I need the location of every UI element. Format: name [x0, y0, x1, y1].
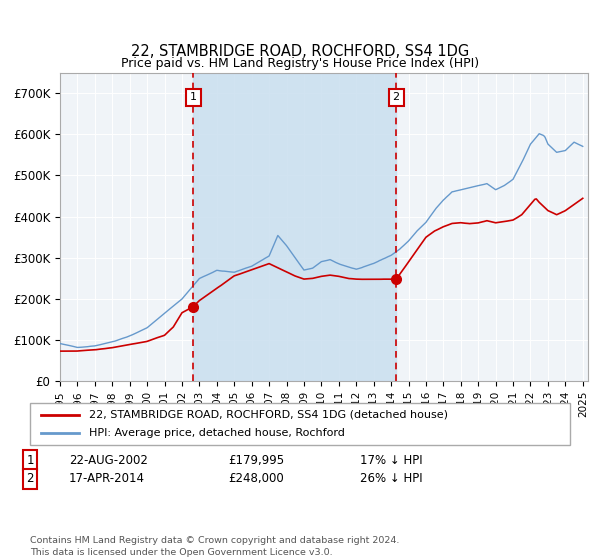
Text: 1: 1	[26, 454, 34, 467]
Text: £179,995: £179,995	[228, 454, 284, 467]
Text: 17-APR-2014: 17-APR-2014	[69, 472, 145, 486]
Text: 17% ↓ HPI: 17% ↓ HPI	[360, 454, 422, 467]
Bar	[193, 73, 396, 381]
Text: 22, STAMBRIDGE ROAD, ROCHFORD, SS4 1DG (detached house): 22, STAMBRIDGE ROAD, ROCHFORD, SS4 1DG (…	[89, 410, 448, 420]
Text: Price paid vs. HM Land Registry's House Price Index (HPI): Price paid vs. HM Land Registry's House …	[121, 57, 479, 70]
Text: £248,000: £248,000	[228, 472, 284, 486]
Text: 22, STAMBRIDGE ROAD, ROCHFORD, SS4 1DG: 22, STAMBRIDGE ROAD, ROCHFORD, SS4 1DG	[131, 44, 469, 59]
FancyBboxPatch shape	[30, 403, 570, 445]
Text: 2: 2	[26, 472, 34, 486]
Text: 2: 2	[392, 92, 400, 102]
Text: 26% ↓ HPI: 26% ↓ HPI	[360, 472, 422, 486]
Text: HPI: Average price, detached house, Rochford: HPI: Average price, detached house, Roch…	[89, 428, 345, 438]
Text: 1: 1	[190, 92, 197, 102]
Text: 22-AUG-2002: 22-AUG-2002	[69, 454, 148, 467]
Text: Contains HM Land Registry data © Crown copyright and database right 2024.
This d: Contains HM Land Registry data © Crown c…	[30, 536, 400, 557]
